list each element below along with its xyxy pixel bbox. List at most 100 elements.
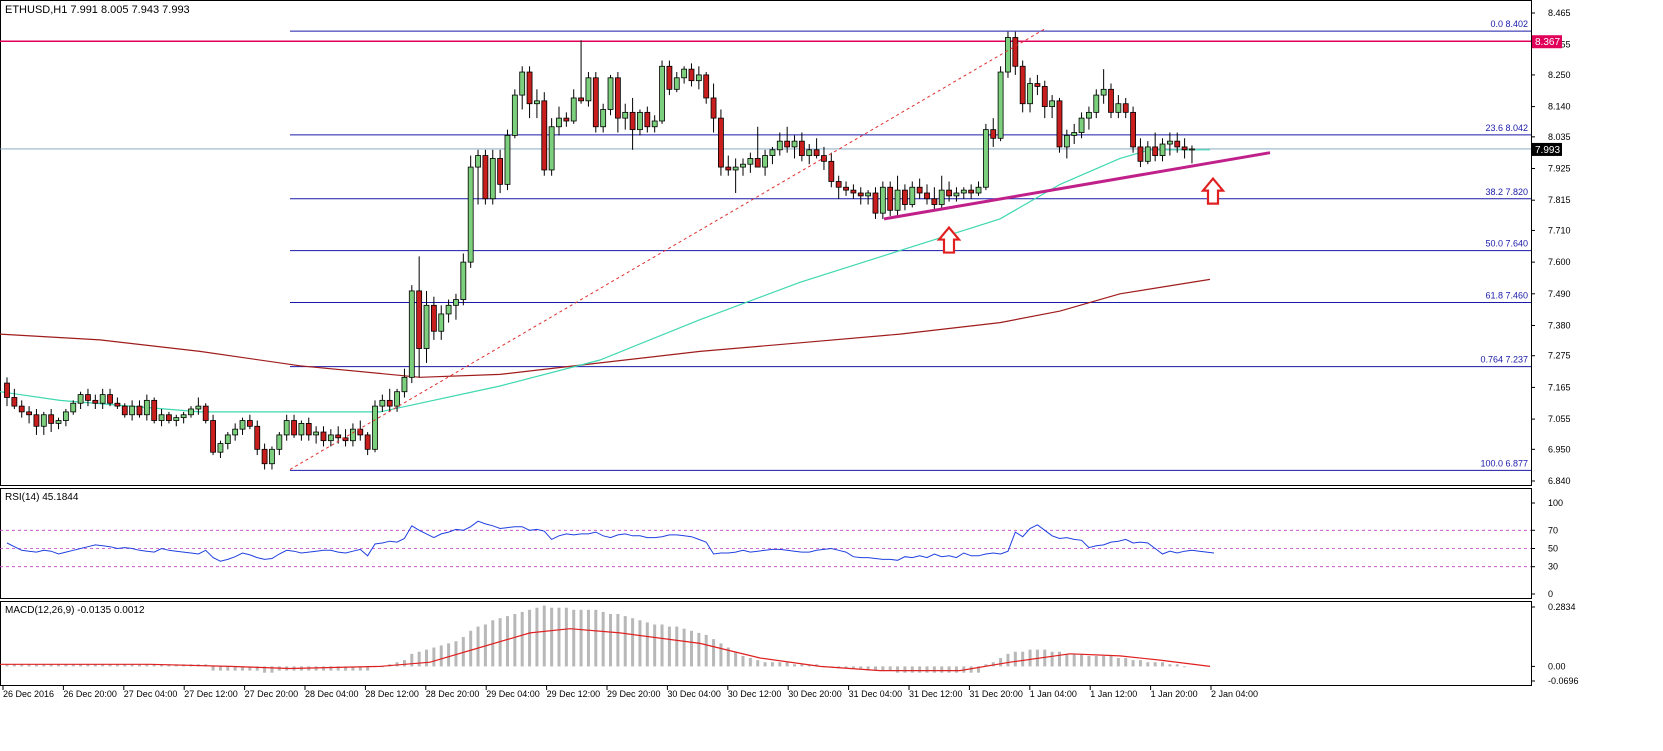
candle-bear <box>592 77 599 128</box>
candle-bear <box>857 192 864 197</box>
macd-histogram-bar <box>859 666 863 669</box>
macd-histogram-bar <box>1109 655 1113 667</box>
macd-tick-label: 0.2834 <box>1548 602 1576 612</box>
candle-bull <box>511 94 518 136</box>
candle-bear <box>754 158 761 168</box>
candle-bear <box>931 198 938 205</box>
candle-bull <box>173 417 180 421</box>
candle-bear <box>946 189 952 197</box>
candle-bull <box>350 428 356 442</box>
macd-histogram-bar <box>439 645 443 667</box>
candle-bull <box>1093 94 1100 113</box>
current-price-label: 7.993 <box>1535 145 1560 156</box>
candle-bull <box>659 65 665 122</box>
macd-histogram-bar <box>1146 662 1150 667</box>
candle-bear <box>813 149 820 156</box>
candle-bear <box>320 431 327 442</box>
macd-histogram-bar <box>542 605 546 667</box>
macd-histogram-bar <box>763 662 767 667</box>
candle-bull <box>894 189 901 211</box>
candle-bear <box>850 189 857 194</box>
rsi-tick-label: 100 <box>1548 498 1563 508</box>
macd-histogram-bar <box>314 666 318 671</box>
price-tick-label: 7.380 <box>1548 320 1571 330</box>
macd-histogram-bar <box>233 666 237 671</box>
macd-histogram-bar <box>454 641 458 667</box>
candle-bull <box>673 77 680 90</box>
macd-histogram-bar <box>160 664 164 667</box>
macd-histogram-bar <box>940 666 944 673</box>
candle-bull <box>423 304 430 349</box>
candle-bull <box>99 394 106 404</box>
fib-level-label: 50.0 7.640 <box>1485 239 1528 249</box>
price-panel-frame <box>0 0 1532 486</box>
candle-bull <box>997 71 1004 139</box>
macd-histogram-bar <box>34 664 38 667</box>
time-tick-label: 30 Dec 20:00 <box>788 689 842 699</box>
candle-bear <box>254 425 261 450</box>
chart-header: ETHUSD,H1 7.991 8.005 7.943 7.993 <box>5 4 190 16</box>
candle-bull <box>769 149 776 156</box>
macd-histogram-bar <box>513 614 517 667</box>
macd-histogram-bar <box>660 624 664 667</box>
macd-histogram-bar <box>1072 653 1076 667</box>
price-tick-label: 7.165 <box>1548 382 1571 392</box>
price-tick-label: 7.055 <box>1548 414 1571 424</box>
candle-bear <box>1056 100 1063 148</box>
candle-bear <box>305 422 312 436</box>
candle-bull <box>298 422 305 436</box>
candle-bull <box>327 434 334 442</box>
macd-histogram-bar <box>623 616 627 667</box>
macd-histogram-bar <box>12 664 16 667</box>
candle-bull <box>570 97 577 122</box>
macd-histogram-bar <box>756 660 760 667</box>
candle-bear <box>718 117 724 168</box>
macd-histogram-bar <box>476 626 480 667</box>
macd-histogram-bar <box>321 666 325 671</box>
time-tick-label: 1 Jan 20:00 <box>1151 689 1198 699</box>
candle-bear <box>114 402 121 407</box>
candle-bull <box>534 100 540 105</box>
candle-bull <box>556 117 562 128</box>
candle-bull <box>938 189 945 205</box>
macd-histogram-bar <box>653 624 657 667</box>
macd-histogram-bar <box>270 666 274 673</box>
candle-bull <box>195 405 202 410</box>
candle-bull <box>475 155 481 168</box>
candle-bear <box>1137 146 1144 162</box>
candle-bull <box>129 405 136 416</box>
candle-bear <box>202 405 209 421</box>
candle-bull <box>762 155 768 168</box>
candle-bull <box>445 304 452 315</box>
candle-bull <box>55 420 62 424</box>
candle-bear <box>725 166 732 171</box>
candle-bull <box>188 408 194 416</box>
macd-histogram-bar <box>417 651 421 667</box>
macd-histogram-bar <box>528 609 532 667</box>
macd-histogram-bar <box>697 632 701 667</box>
candle-bull <box>740 163 746 168</box>
indicator-lines <box>0 149 1211 413</box>
macd-histogram-bar <box>1168 664 1172 667</box>
time-tick-label: 31 Dec 04:00 <box>849 689 903 699</box>
macd-histogram-bar <box>1161 662 1165 667</box>
candle-bull <box>504 134 511 185</box>
time-axis: 26 Dec 2016 26 Dec 20:00 27 Dec 04:00 27 De… <box>2 686 1258 699</box>
rsi-panel-frame <box>0 488 1532 599</box>
macd-histogram-bar <box>616 614 620 667</box>
candle-bear <box>666 65 673 90</box>
macd-histogram-bar <box>631 618 635 667</box>
macd-histogram-bar <box>977 666 981 673</box>
candle-bear <box>843 186 849 191</box>
macd-histogram-bar <box>57 664 61 667</box>
macd-histogram-bar <box>101 664 105 667</box>
macd-histogram-bar <box>918 666 922 673</box>
candle-bear <box>48 414 55 424</box>
macd-histogram-bar <box>20 664 24 667</box>
macd-histogram-bar <box>1138 660 1142 667</box>
price-tick-label: 7.600 <box>1548 257 1571 267</box>
candle-bull <box>62 411 69 421</box>
candle-bear <box>990 129 997 139</box>
candle-bear <box>688 68 695 82</box>
candle-bear <box>1130 111 1136 148</box>
